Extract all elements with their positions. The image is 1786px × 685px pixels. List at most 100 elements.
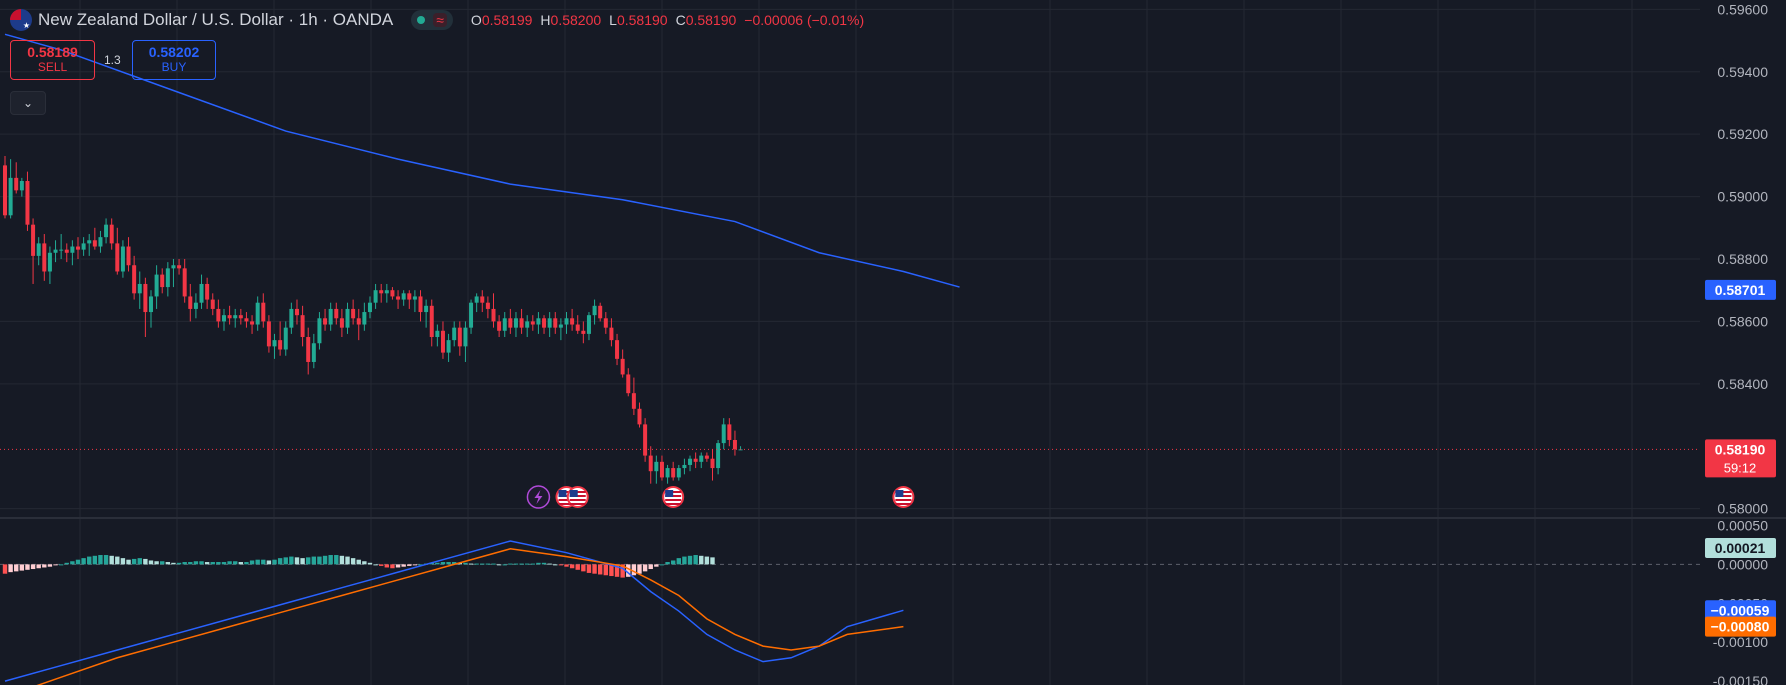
sell-button[interactable]: 0.58189 SELL — [10, 40, 95, 80]
price-label: 0.58701 — [1705, 279, 1776, 300]
candle — [384, 283, 389, 303]
ohlc-open: O0.58199 — [470, 12, 533, 28]
histogram-bar — [244, 562, 249, 565]
candle-body — [19, 180, 24, 191]
price-label: 0.58190 59:12 — [1705, 439, 1776, 478]
candle-body — [542, 318, 547, 328]
candle-body — [283, 327, 288, 350]
candle — [345, 302, 350, 334]
histogram-bar — [609, 564, 614, 577]
candle-body — [502, 318, 507, 331]
price-label-text: 0.58190 — [1715, 441, 1766, 457]
histogram-bar — [160, 561, 165, 565]
nzd-usd-flag-icon[interactable] — [10, 9, 32, 31]
histogram-bar — [266, 560, 272, 565]
candle-body — [8, 177, 13, 216]
histogram-bar — [384, 564, 390, 568]
y-tick-label: 0.59200 — [1717, 126, 1768, 142]
candle — [31, 218, 36, 284]
candle-body — [609, 327, 614, 341]
candle-body — [42, 243, 47, 272]
candle-body — [334, 308, 339, 319]
histogram-bar — [182, 562, 187, 565]
candle — [323, 308, 328, 331]
candle-body — [351, 308, 356, 319]
candle-body — [177, 265, 182, 269]
histogram-bar — [255, 559, 260, 565]
candle — [558, 318, 563, 341]
histogram-bar — [283, 557, 288, 565]
histogram-bar — [356, 559, 361, 565]
candle — [367, 296, 372, 319]
y-tick-label: 0.58000 — [1717, 501, 1768, 517]
candle-body — [418, 296, 423, 313]
histogram-bar — [474, 563, 479, 565]
candle — [334, 302, 339, 325]
candle-body — [339, 318, 344, 328]
sell-price: 0.58189 — [27, 44, 78, 60]
candle — [137, 271, 142, 309]
candle — [154, 265, 159, 309]
histogram-bar — [227, 561, 232, 565]
candle-body — [598, 305, 603, 319]
histogram-bar — [143, 558, 148, 565]
buy-label: BUY — [161, 60, 187, 74]
candle — [272, 333, 277, 359]
candle — [59, 234, 64, 259]
candle-body — [160, 274, 165, 288]
candle — [227, 305, 232, 325]
indicator-value-label: 0.00021 — [1705, 538, 1776, 559]
histogram-bar — [204, 562, 210, 565]
market-status-pill[interactable]: ≈ — [411, 10, 453, 30]
histogram-bar — [564, 564, 569, 567]
histogram-bar — [569, 564, 575, 569]
candle-body — [221, 315, 226, 322]
y-tick-label: 0.58600 — [1717, 313, 1768, 329]
buy-button[interactable]: 0.58202 BUY — [132, 40, 216, 80]
histogram-bar — [137, 558, 142, 565]
histogram-bar — [485, 563, 491, 565]
candle-body — [137, 283, 142, 294]
candle-body — [643, 424, 648, 456]
candle — [98, 230, 103, 253]
candle — [592, 299, 597, 325]
candles — [3, 156, 743, 484]
symbol-title[interactable]: New Zealand Dollar / U.S. Dollar · 1h · … — [38, 10, 394, 29]
candle — [165, 262, 170, 297]
candle — [435, 324, 440, 347]
candle — [732, 430, 737, 456]
histogram-bar — [42, 564, 47, 568]
candle-body — [70, 246, 75, 253]
candle-body — [401, 293, 406, 300]
grid — [0, 0, 1700, 685]
candle — [294, 299, 299, 325]
histogram-bar — [367, 562, 373, 565]
candle — [418, 290, 423, 322]
candle-body — [148, 296, 153, 313]
candle — [699, 452, 704, 469]
candle-body — [205, 283, 210, 300]
histogram-bar — [334, 555, 339, 565]
candle-body — [564, 318, 569, 325]
histogram-bar — [19, 564, 25, 571]
histogram-bar — [221, 562, 227, 565]
histogram-bar — [390, 564, 395, 569]
candle — [519, 308, 524, 334]
collapse-button[interactable]: ⌄ — [10, 91, 46, 115]
histogram-bar — [452, 562, 457, 565]
histogram-bar — [350, 558, 356, 565]
candle-body — [261, 302, 266, 322]
candle-body — [693, 458, 698, 462]
candle — [440, 321, 445, 359]
candle — [570, 308, 575, 331]
candle-body — [553, 318, 558, 328]
histogram-bar — [659, 564, 665, 566]
candle — [171, 259, 176, 288]
candle-body — [558, 324, 563, 328]
candle-body — [98, 237, 103, 247]
candle-body — [396, 296, 401, 300]
histogram-bar — [277, 558, 283, 565]
wave-icon[interactable]: ≈ — [433, 13, 447, 27]
y-tick-label: 0.59600 — [1717, 1, 1768, 17]
